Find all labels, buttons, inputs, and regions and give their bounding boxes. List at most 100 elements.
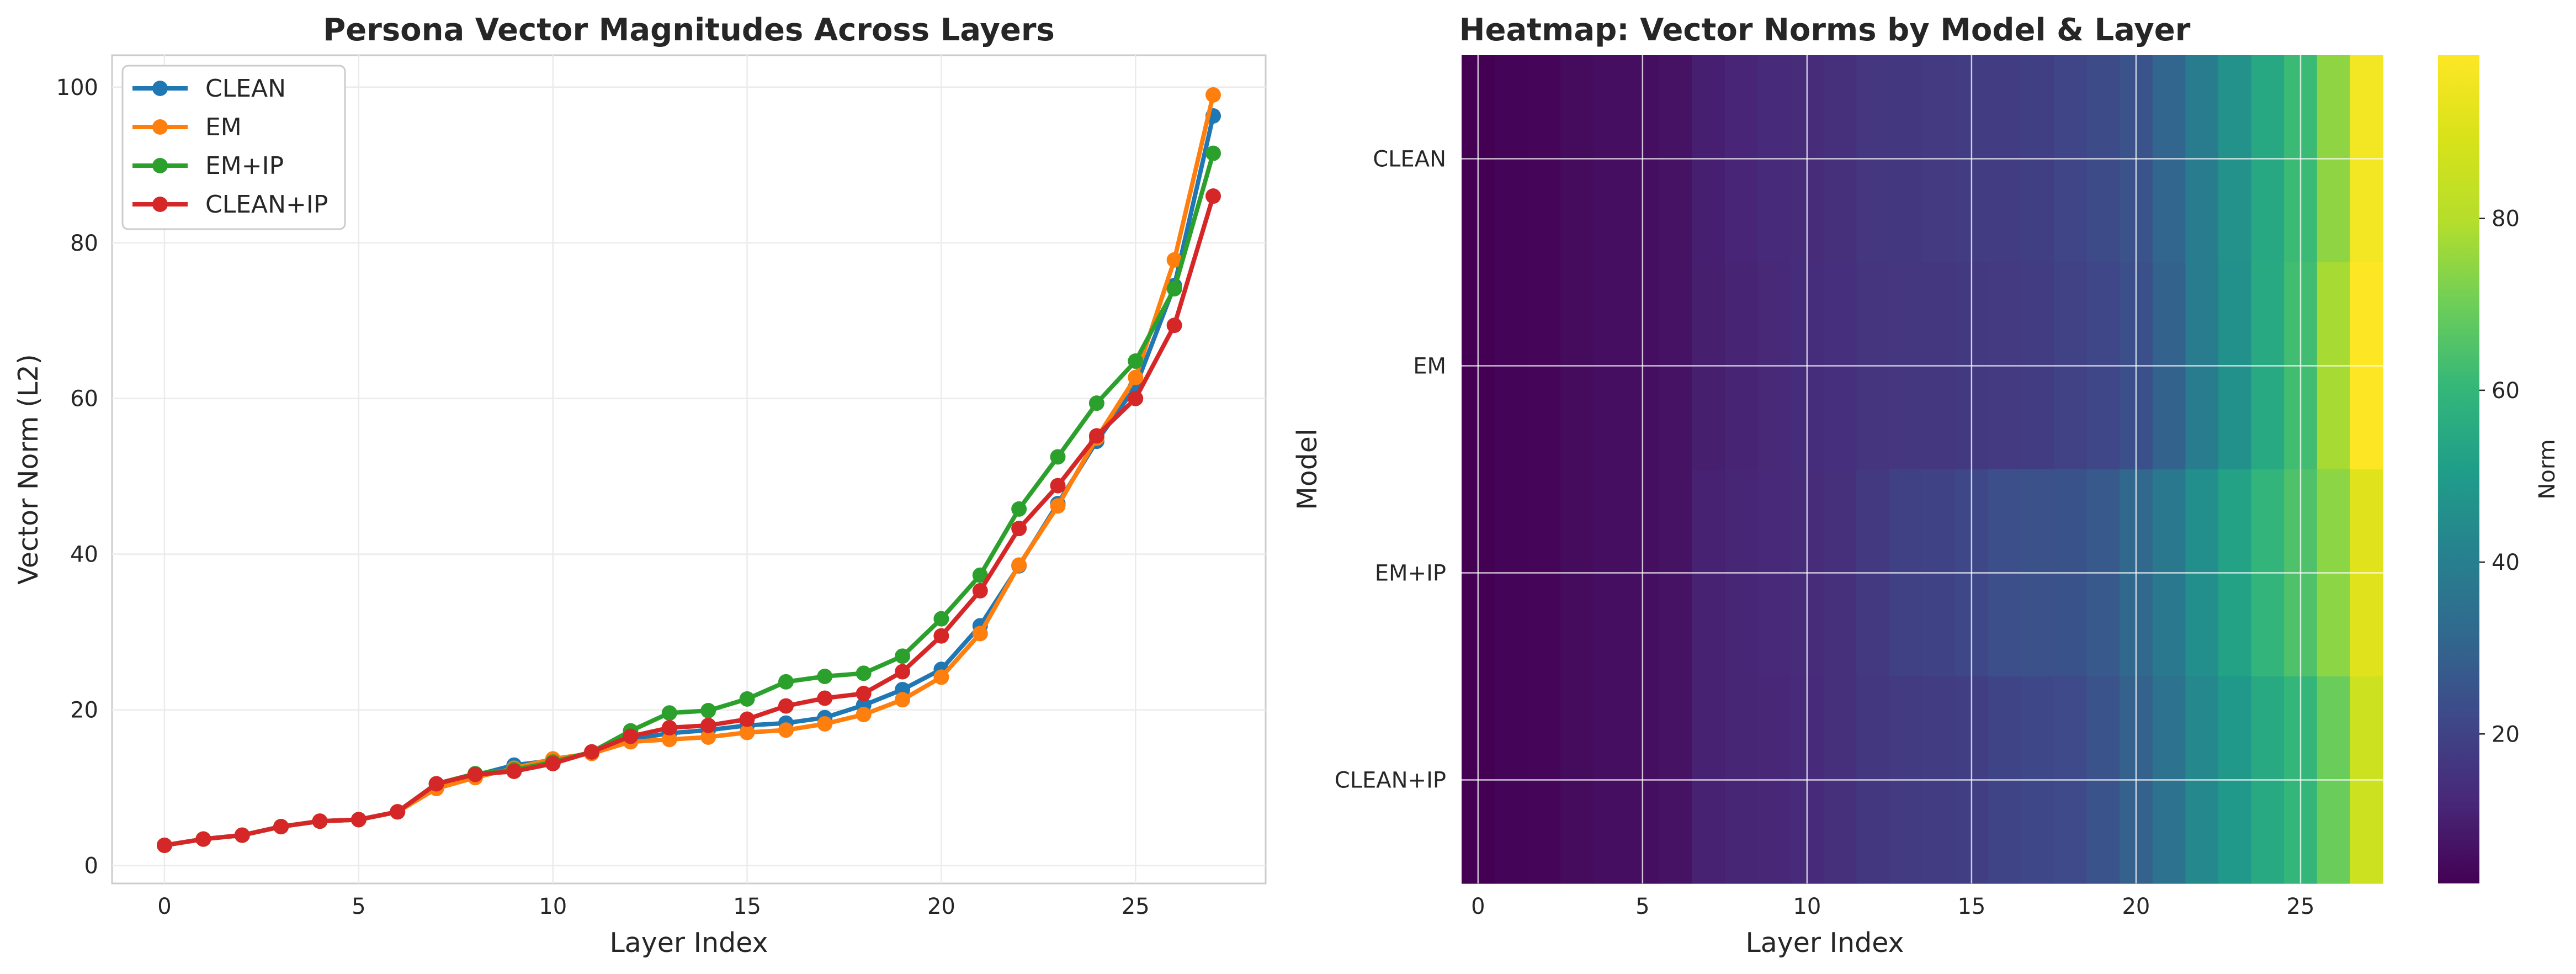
heatmap-x-tick-label: 5 — [1635, 894, 1649, 919]
heatmap-row-label: EM+IP — [1375, 561, 1446, 586]
heatmap-row-label: CLEAN+IP — [1335, 768, 1446, 793]
data-point — [972, 567, 988, 583]
data-point — [157, 837, 172, 853]
legend-marker — [152, 197, 168, 212]
data-point — [1011, 501, 1027, 517]
data-point — [195, 831, 211, 847]
data-point — [584, 744, 600, 760]
data-point — [1166, 252, 1182, 268]
data-point — [700, 703, 716, 719]
data-point — [1011, 521, 1027, 537]
x-tick-label: 25 — [1122, 894, 1150, 919]
heatmap-grid — [1462, 55, 2383, 883]
data-point — [778, 698, 794, 714]
line-ticks: 0 5 10 15 20 25 0 20 40 60 80 100 — [56, 75, 1150, 919]
data-point — [661, 705, 677, 721]
data-point — [1088, 428, 1104, 444]
data-point — [972, 583, 988, 599]
y-tick-label: 100 — [56, 75, 98, 100]
data-point — [739, 724, 755, 740]
line-y-axis-label: Vector Norm (L2) — [13, 354, 44, 585]
line-x-axis-label: Layer Index — [609, 927, 768, 959]
legend-marker — [152, 119, 168, 135]
heatmap-y-axis-label: Model — [1292, 428, 1323, 510]
data-point — [234, 827, 250, 843]
y-tick-label: 40 — [70, 542, 98, 568]
data-point — [700, 717, 716, 733]
line-series-group — [157, 87, 1221, 853]
data-point — [739, 711, 755, 727]
data-point — [895, 692, 911, 708]
data-point — [661, 732, 677, 748]
data-point — [1128, 369, 1144, 385]
data-point — [1050, 498, 1066, 514]
colorbar-ticks: 20 40 60 80 — [2479, 207, 2520, 747]
data-point — [739, 691, 755, 707]
series-line — [162, 194, 1215, 848]
heatmap-x-tick-label: 20 — [2122, 894, 2150, 919]
colorbar — [2438, 55, 2479, 883]
heatmap-cells — [1462, 55, 2383, 884]
data-point — [933, 669, 949, 685]
data-point — [778, 722, 794, 738]
data-point — [895, 664, 911, 680]
data-point — [273, 819, 289, 835]
x-tick-label: 0 — [157, 894, 171, 919]
line-chart-title: Persona Vector Magnitudes Across Layers — [323, 12, 1055, 48]
heatmap-panel: 0 5 10 15 20 25 CLEAN EM EM+IP CLEAN+IP Heatmap: … — [1292, 12, 2560, 959]
data-point — [817, 690, 833, 706]
heatmap-row-label: EM — [1413, 354, 1446, 379]
data-point — [545, 755, 561, 771]
data-point — [506, 763, 522, 779]
data-point — [778, 674, 794, 690]
data-point — [1050, 449, 1066, 465]
heatmap-x-axis-label: Layer Index — [1745, 927, 1904, 959]
colorbar-tick-label: 60 — [2492, 378, 2520, 404]
data-point — [1128, 390, 1144, 406]
legend-marker — [152, 81, 168, 96]
data-point — [856, 665, 872, 681]
x-tick-label: 5 — [352, 894, 365, 919]
legend-label: CLEAN+IP — [205, 190, 328, 219]
data-point — [856, 707, 872, 723]
data-point — [933, 628, 949, 644]
colorbar-tick-label: 20 — [2492, 722, 2520, 747]
colorbar-tick-label: 40 — [2492, 550, 2520, 575]
series-clean-plus-ip — [157, 188, 1221, 853]
legend-marker — [152, 158, 168, 173]
x-tick-label: 15 — [733, 894, 761, 919]
data-point — [467, 766, 483, 782]
data-point — [623, 728, 639, 744]
heatmap-x-tick-label: 10 — [1793, 894, 1821, 919]
y-tick-label: 0 — [84, 854, 98, 879]
data-point — [661, 720, 677, 736]
legend-box — [121, 65, 346, 230]
data-point — [1205, 87, 1221, 103]
heatmap-row-label: CLEAN — [1373, 147, 1446, 172]
data-point — [817, 716, 833, 732]
x-tick-label: 20 — [927, 894, 955, 919]
y-tick-label: 80 — [70, 231, 98, 256]
data-point — [700, 729, 716, 745]
data-point — [1166, 280, 1182, 297]
heatmap-x-tick-label: 0 — [1471, 894, 1485, 919]
heatmap-ticks: 0 5 10 15 20 25 CLEAN EM EM+IP CLEAN+IP — [1335, 147, 2315, 920]
legend-label: CLEAN — [205, 75, 286, 103]
data-point — [1011, 557, 1027, 573]
data-point — [1128, 353, 1144, 369]
line-chart-panel: 0 5 10 15 20 25 0 20 40 60 80 100 Persona Vector Ma… — [13, 12, 1267, 959]
y-tick-label: 20 — [70, 698, 98, 723]
data-point — [1088, 395, 1104, 411]
data-point — [428, 776, 444, 792]
data-point — [312, 813, 328, 829]
heatmap-x-tick-label: 15 — [1957, 894, 1985, 919]
data-point — [1166, 317, 1182, 334]
legend: CLEAN EM EM+IP CLEAN+IP — [121, 65, 346, 230]
data-point — [895, 648, 911, 664]
data-point — [390, 804, 406, 820]
legend-label: EM — [205, 113, 242, 141]
data-point — [817, 669, 833, 684]
data-point — [350, 812, 367, 828]
heatmap-title: Heatmap: Vector Norms by Model & Layer — [1459, 12, 2191, 48]
